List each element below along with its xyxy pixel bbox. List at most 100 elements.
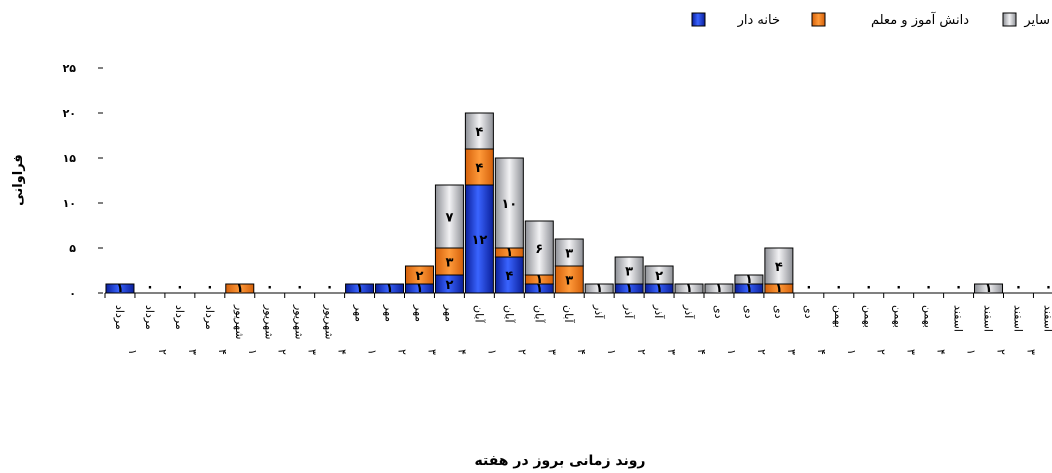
x-category-label: مهر ۱ [353, 304, 379, 355]
x-category-label: مهر ۴ [442, 304, 468, 355]
data-label: ۱ [985, 281, 993, 296]
bar-segment-student-teacher [404, 265, 434, 285]
data-label-zero: · [1046, 281, 1051, 296]
x-category-week: ۴ [575, 349, 588, 355]
x-category-week: ۱ [965, 349, 978, 355]
x-category-month: اسفند [1011, 305, 1024, 332]
x-category-month: شهریور [323, 304, 336, 339]
x-category-week: ۲ [995, 349, 1008, 355]
data-label: ۱ [236, 281, 244, 296]
data-label-zero: · [177, 281, 182, 296]
bar-segment-other [464, 112, 494, 150]
y-tick-label: ۲۰ [63, 107, 76, 120]
x-category-label: دی ۱ [712, 305, 738, 355]
x-category-month: آذر [622, 304, 636, 319]
x-category-week: ۴ [695, 349, 708, 355]
x-category-month: آذر [682, 304, 696, 319]
data-label: ۳ [445, 256, 453, 271]
x-category-week: ۲ [875, 349, 888, 355]
x-category-week: ۱ [246, 349, 259, 355]
data-label: ۱ [356, 281, 364, 296]
x-category-week: ۳ [425, 349, 438, 355]
legend-item-student-teacher: دانش آموز و معلم [811, 11, 969, 28]
x-category-label: بهمن ۳ [892, 305, 918, 355]
data-label-zero: · [1016, 281, 1021, 296]
bar-segment-other [674, 283, 704, 294]
legend-item-other: سایر [1002, 12, 1050, 28]
x-category-month: بهمن [892, 305, 905, 328]
bar-segment-other [734, 274, 764, 285]
data-label: ۱۰ [501, 197, 517, 212]
x-category-week: ۱ [605, 349, 618, 355]
x-category-label: آبان ۱ [472, 305, 498, 355]
bar-segment-housewife [345, 283, 375, 294]
data-label-zero: · [866, 281, 871, 296]
bar-segment-housewife [105, 283, 135, 294]
bar-segment-other [644, 265, 674, 285]
data-label: ۱ [535, 272, 543, 287]
x-category-label: اسفند ۲ [982, 305, 1008, 355]
x-category-label: مرداد ۴ [203, 305, 229, 355]
x-category-label: مرداد ۳ [173, 305, 199, 355]
x-category-label: دی ۳ [772, 305, 798, 355]
data-label-zero: · [327, 281, 332, 296]
x-category-week: ۱ [366, 349, 379, 355]
x-category-month: شهریور [233, 304, 246, 339]
x-category-month: دی [712, 305, 725, 319]
data-label: ۱ [416, 281, 424, 296]
data-label: ۳ [565, 274, 573, 289]
data-label: ۱ [655, 281, 663, 296]
x-category-label: شهریور ۳ [293, 304, 319, 355]
x-category-month: مرداد [143, 305, 156, 330]
data-label: ۱ [386, 281, 394, 296]
data-label-zero: · [896, 281, 901, 296]
y-tick-label: ۵ [69, 242, 76, 255]
y-tick-label: ۱۰ [63, 197, 76, 210]
x-category-label: شهریور ۴ [323, 304, 349, 355]
x-category-month: بهمن [922, 305, 935, 328]
data-label: ۴ [475, 125, 483, 140]
y-tick-label: ۱۵ [63, 152, 77, 165]
data-label-zero: · [267, 281, 272, 296]
data-label: ۱۲ [471, 233, 487, 248]
bar-segment-other [614, 256, 644, 285]
x-category-month: آبان [502, 305, 516, 323]
x-category-month: آذر [652, 304, 666, 319]
bar-segment-other [494, 157, 524, 249]
bar-segment-other [704, 283, 734, 294]
x-category-label: آذر ۱ [592, 304, 618, 355]
x-category-month: مهر [442, 304, 455, 322]
x-category-month: شهریور [263, 304, 276, 339]
legend-swatch-housewife [691, 12, 706, 27]
bar-segment-student-teacher [554, 265, 584, 294]
bar-segment-other [764, 247, 794, 285]
x-category-week: ۳ [186, 349, 199, 355]
x-category-month: آبان [562, 305, 576, 323]
legend-label-student-teacher: دانش آموز و معلم [871, 11, 969, 28]
x-category-week: ۳ [785, 349, 798, 355]
x-category-label: آذر ۲ [622, 304, 648, 355]
x-category-week: ۳ [545, 349, 558, 355]
data-label: ۱ [505, 245, 513, 260]
x-category-label: مرداد ۲ [143, 305, 169, 355]
x-category-week: ۳ [306, 349, 319, 355]
data-label: ۳ [565, 247, 573, 262]
data-label: ۱ [775, 281, 783, 296]
x-category-label: شهریور ۱ [233, 304, 259, 355]
x-category-week: ۴ [216, 349, 229, 355]
x-category-week: ۱ [845, 349, 858, 355]
x-category-label: اسفند ۱ [952, 305, 978, 355]
bar-segment-housewife [375, 283, 405, 294]
data-label: ۱ [715, 281, 723, 296]
data-label: ۳ [625, 265, 633, 280]
y-tick-label: ۰ [69, 287, 76, 300]
data-label: ۱ [595, 281, 603, 296]
x-category-label: اسفند ۳ [1011, 305, 1037, 355]
x-category-week: ۳ [905, 349, 918, 355]
data-label: ۴ [775, 260, 783, 275]
legend-label-housewife: خانه دار [737, 13, 780, 28]
legend-swatch-student-teacher [811, 12, 826, 27]
data-label: ۱ [685, 281, 693, 296]
data-label-zero: · [806, 281, 811, 296]
x-category-month: مهر [353, 304, 366, 322]
